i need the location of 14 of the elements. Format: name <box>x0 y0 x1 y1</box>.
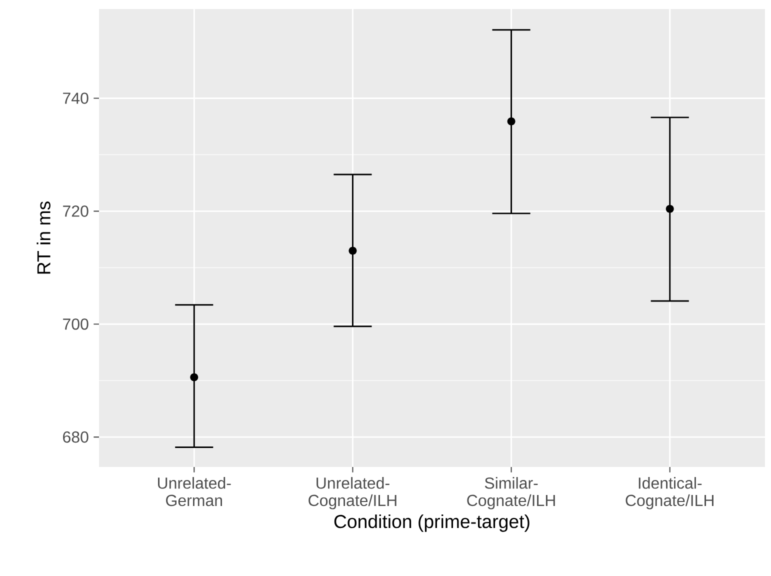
point <box>348 246 357 255</box>
y-tick-label: 700 <box>63 318 88 330</box>
x-tick-label: Similar-Cognate/ILH <box>467 477 555 510</box>
point <box>666 204 674 213</box>
x-tick-label: Identical-Cognate/ILH <box>626 477 714 510</box>
y-tick-label: 680 <box>63 431 88 443</box>
x-tick-label: Unrelated-German <box>158 477 231 506</box>
point <box>190 373 198 382</box>
x-tick-label: Unrelated-Cognate/ILH <box>308 477 396 510</box>
y-axis-title: RT in ms <box>36 202 50 274</box>
point <box>507 117 516 126</box>
x-axis-title: Condition (prime-target) <box>334 514 530 532</box>
y-tick-label: 740 <box>63 92 88 104</box>
y-tick-label: 720 <box>63 206 88 217</box>
